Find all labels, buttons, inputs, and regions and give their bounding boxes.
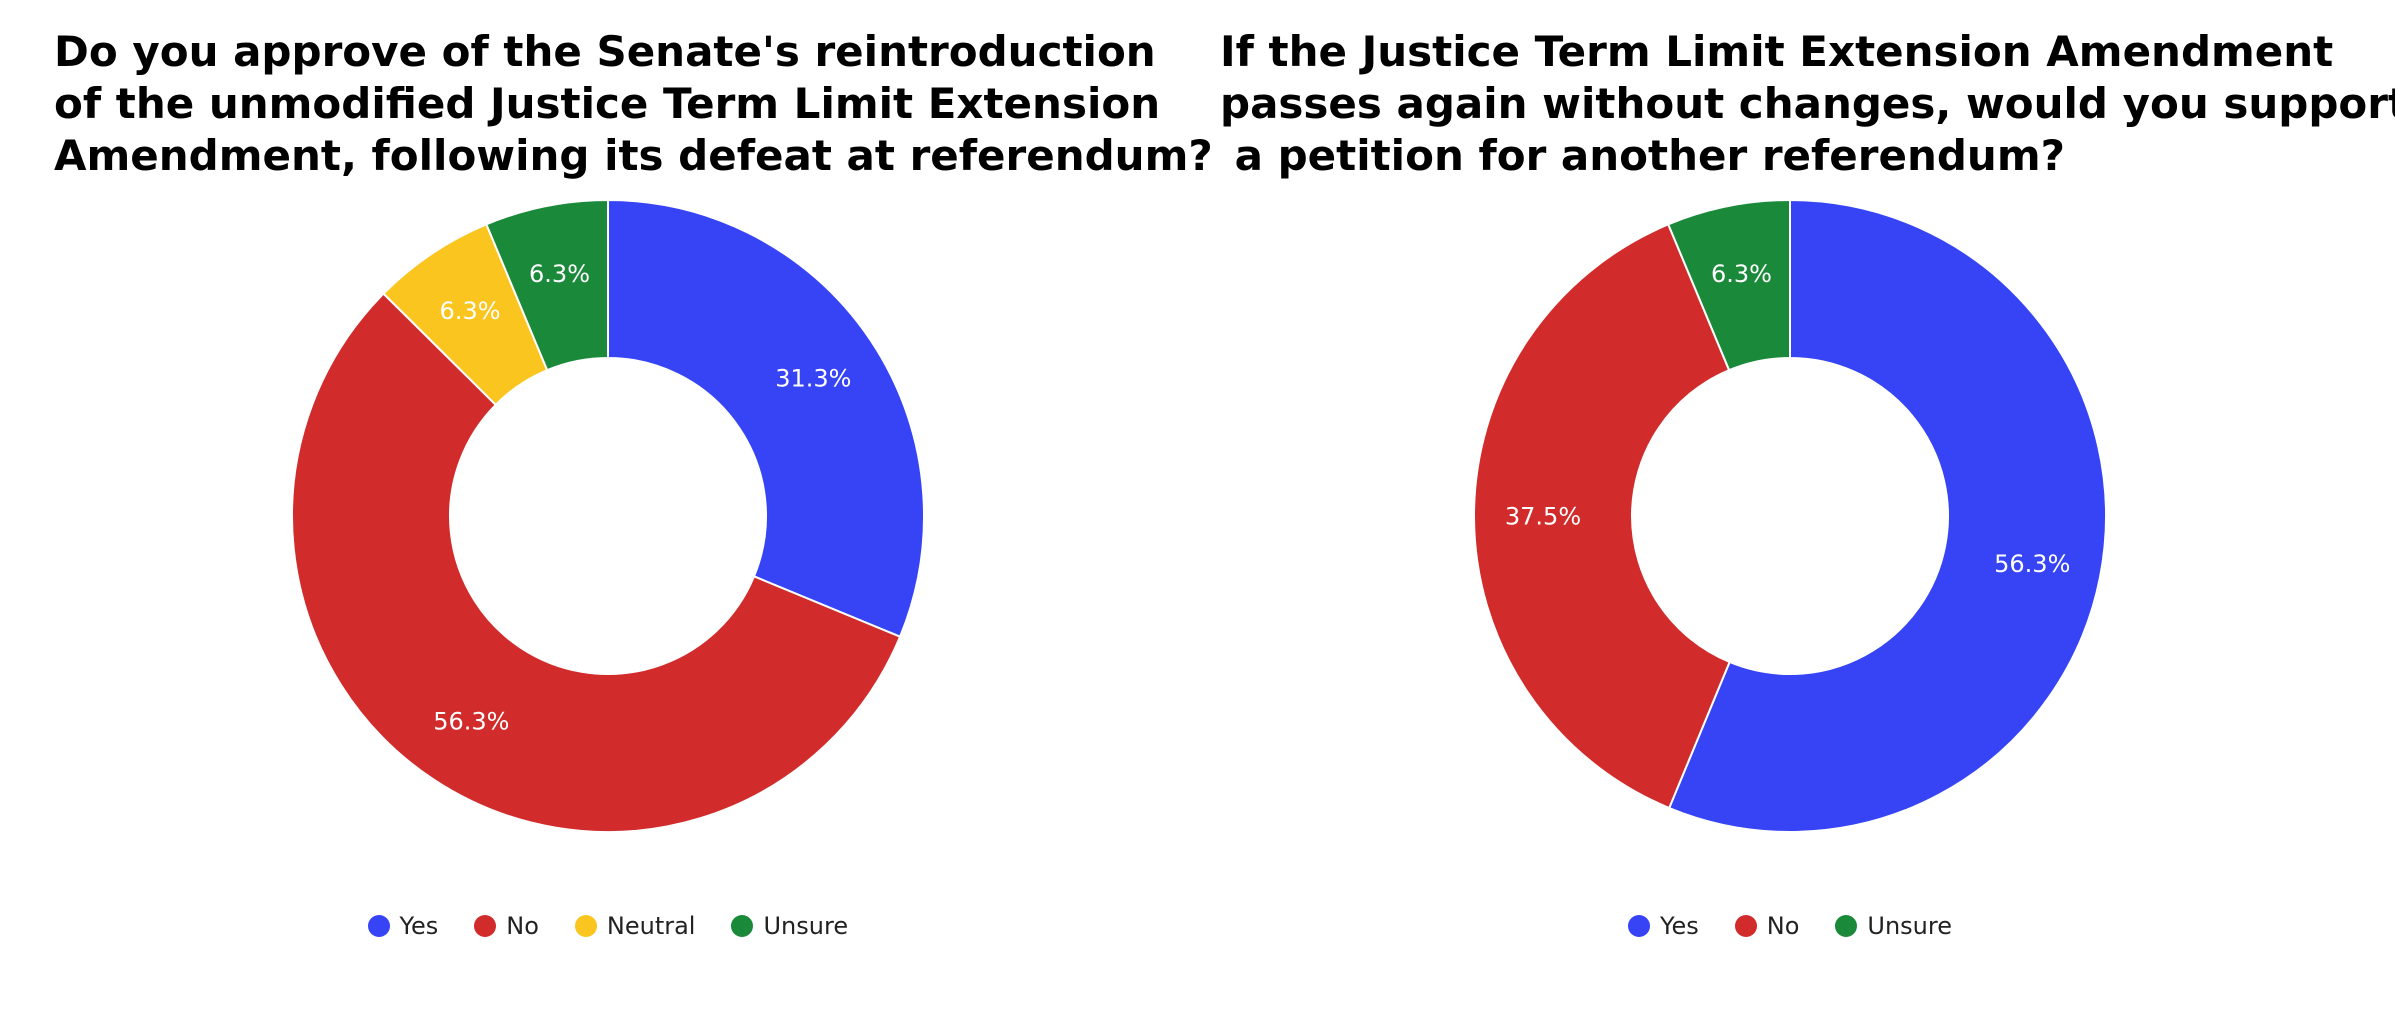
slice-label-unsure: 6.3% — [529, 260, 590, 288]
legend-label: Unsure — [763, 912, 849, 940]
slice-unsure — [1666, 198, 1791, 372]
chart-legend: Yes No Unsure — [1628, 912, 1952, 940]
legend-marker-icon — [574, 915, 597, 937]
slice-yes — [607, 198, 925, 639]
chart-legend: Yes No Neutral Unsure — [367, 912, 848, 940]
legend-label: Neutral — [606, 912, 696, 940]
chart-panel-approval: Do you approve of the Senate's reintrodu… — [0, 0, 1213, 1026]
slice-label-no: 56.3% — [433, 708, 509, 736]
slice-yes — [1667, 198, 2107, 833]
slice-label-yes: 56.3% — [1994, 550, 2070, 578]
legend-label: Yes — [1660, 912, 1699, 940]
legend-marker-icon — [1835, 915, 1858, 937]
donut-chart-approval: 31.3% 56.3% 6.3% 6.3% — [291, 198, 925, 833]
slice-label-yes: 31.3% — [775, 365, 851, 393]
slice-no — [1473, 223, 1731, 810]
slice-unsure — [485, 198, 609, 372]
legend-item-yes[interactable]: Yes — [367, 912, 439, 940]
legend-label: Unsure — [1867, 912, 1952, 940]
legend-item-unsure[interactable]: Unsure — [1835, 912, 1952, 940]
legend-marker-icon — [1734, 915, 1757, 937]
slice-label-neutral: 6.3% — [440, 297, 501, 325]
legend-item-yes[interactable]: Yes — [1628, 912, 1699, 940]
legend-label: No — [1766, 912, 1800, 940]
chart-panel-petition: If the Justice Term Limit Extension Amen… — [1190, 0, 2395, 1026]
donut-chart-petition: 56.3% 37.5% 6.3% — [1473, 198, 2107, 833]
legend-marker-icon — [731, 915, 754, 937]
chart-title: Do you approve of the Senate's reintrodu… — [54, 27, 1213, 180]
slice-label-unsure: 6.3% — [1711, 260, 1772, 288]
legend-item-no[interactable]: No — [474, 912, 539, 940]
slice-no — [291, 292, 902, 833]
legend-marker-icon — [1628, 915, 1650, 937]
legend-item-unsure[interactable]: Unsure — [731, 912, 848, 940]
legend-marker-icon — [367, 915, 390, 937]
legend-item-no[interactable]: No — [1734, 912, 1800, 940]
chart-title: If the Justice Term Limit Extension Amen… — [1220, 27, 2395, 180]
slice-label-no: 37.5% — [1505, 502, 1581, 530]
legend-item-neutral[interactable]: Neutral — [574, 912, 696, 940]
legend-label: No — [506, 912, 539, 940]
legend-marker-icon — [474, 915, 497, 937]
legend-label: Yes — [399, 912, 439, 940]
